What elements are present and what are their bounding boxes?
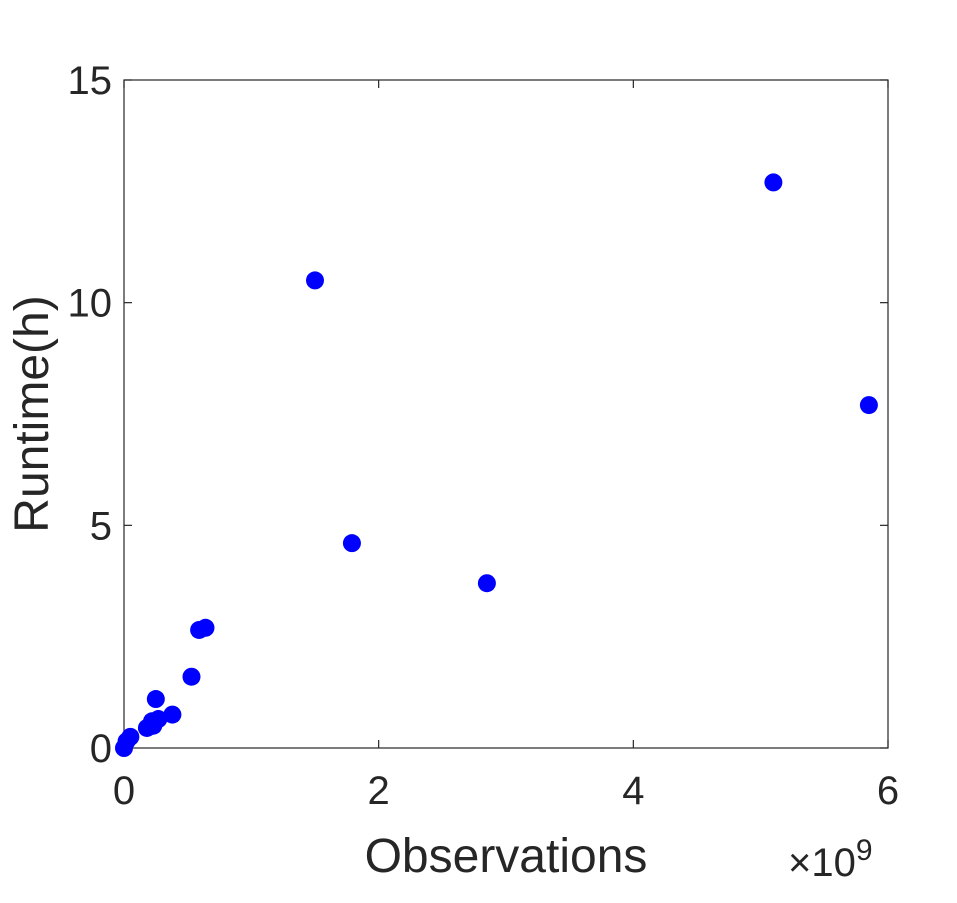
y-axis-ticks: 0 5 10 15 bbox=[68, 59, 888, 771]
x-exponent-label: ×109 bbox=[788, 834, 873, 885]
y-axis-label: Runtime(h) bbox=[6, 295, 59, 532]
y-tick-label: 10 bbox=[68, 282, 113, 326]
data-points bbox=[115, 173, 878, 757]
y-tick-label: 15 bbox=[68, 59, 113, 103]
data-point bbox=[859, 396, 878, 415]
x-exponent-power: 9 bbox=[856, 834, 873, 867]
data-point bbox=[306, 271, 324, 290]
x-tick-label: 2 bbox=[368, 769, 390, 813]
data-point bbox=[163, 705, 182, 724]
data-point bbox=[342, 534, 361, 553]
plot-area bbox=[123, 79, 889, 749]
data-point bbox=[121, 727, 140, 746]
data-point bbox=[764, 173, 783, 192]
x-tick-label: 4 bbox=[622, 769, 644, 813]
x-axis-label: Observations bbox=[365, 830, 648, 883]
x-tick-label: 0 bbox=[113, 769, 135, 813]
data-point bbox=[477, 574, 496, 593]
data-point bbox=[146, 690, 165, 709]
x-exponent-prefix: ×10 bbox=[788, 841, 856, 885]
data-point bbox=[182, 667, 201, 686]
data-point bbox=[149, 710, 168, 729]
y-tick-label: 5 bbox=[90, 504, 112, 548]
data-point bbox=[196, 618, 215, 637]
x-axis-ticks: 0 2 4 6 bbox=[113, 80, 899, 813]
y-tick-label: 0 bbox=[90, 727, 112, 771]
x-tick-label: 6 bbox=[877, 769, 899, 813]
